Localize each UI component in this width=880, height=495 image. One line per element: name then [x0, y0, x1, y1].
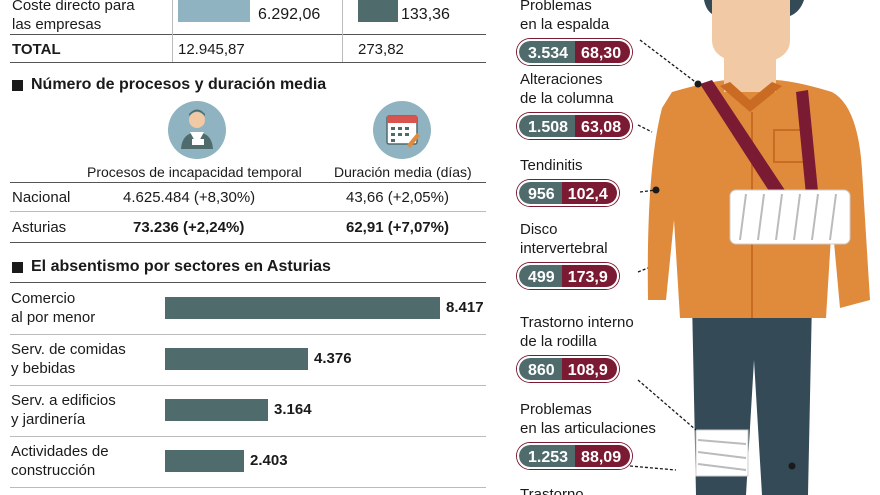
sector-label-line: construcción	[11, 462, 96, 479]
badge-days: 88,09	[575, 445, 631, 467]
cost-bar-1	[178, 0, 250, 22]
head	[712, 0, 790, 64]
diagram-label-line: Problemas	[520, 401, 592, 418]
sector-bar	[165, 297, 440, 319]
diagram-label-line: Trastorno interno	[520, 314, 634, 331]
sector-label-line: y bebidas	[11, 360, 76, 377]
badge-cases: 956	[519, 182, 562, 204]
sector-label-line: Actividades de	[11, 443, 109, 460]
diagram-label-line: en la espalda	[520, 16, 610, 33]
sector-row-rule	[10, 487, 486, 488]
diagram-label: Trastorno interno de la rodilla	[520, 313, 634, 351]
badge-days: 68,30	[575, 41, 631, 63]
procesos-row-rule	[10, 211, 486, 212]
duracion-col-header: Duración media (días)	[334, 164, 472, 180]
diagram-label: Problemas en la espalda	[520, 0, 609, 34]
sector-label-line: Serv. a edificios	[11, 392, 116, 409]
sector-label-line: Serv. de comidas	[11, 341, 126, 358]
cost-divider-1	[172, 0, 173, 62]
sector-label: Comercio al por menor	[11, 289, 95, 327]
sectores-title-rule	[10, 282, 486, 283]
diagram-badge: 499 173,9	[517, 263, 619, 289]
sector-row-rule	[10, 334, 486, 335]
sector-label: Serv. a edificios y jardinería	[11, 391, 116, 429]
asturias-procesos: 73.236 (+2,24%)	[133, 219, 245, 236]
diagram-label-line: en las articulaciones	[520, 420, 656, 437]
sector-label: Actividades de construcción	[11, 442, 109, 480]
badge-days: 173,9	[561, 265, 617, 287]
diagram-label: Problemas en las articulaciones	[520, 400, 656, 438]
sector-bar	[165, 450, 244, 472]
sector-bar	[165, 399, 268, 421]
diagram-label-line: Tendinitis	[520, 157, 583, 174]
cost-divider-2	[342, 0, 343, 62]
diagram-label-line: de la columna	[520, 90, 614, 107]
asturias-label: Asturias	[12, 219, 67, 236]
procesos-title: Número de procesos y duración media	[12, 76, 326, 94]
sectores-title: El absentismo por sectores en Asturias	[12, 258, 331, 276]
nacional-duracion: 43,66 (+2,05%)	[346, 189, 449, 206]
diagram-label-line: Problemas	[520, 0, 592, 14]
diagram-badge: 3.534 68,30	[517, 39, 633, 65]
diagram-label: Tendinitis	[520, 156, 583, 175]
diagram-label-line: intervertebral	[520, 240, 608, 257]
cost-bar-2	[358, 0, 398, 22]
nacional-procesos: 4.625.484 (+8,30%)	[123, 189, 256, 206]
sector-label-line: Comercio	[11, 290, 76, 307]
procesos-bottom-rule	[10, 242, 486, 243]
diagram-badge: 1.508 63,08	[517, 113, 633, 139]
diagram-label-line: de la rodilla	[520, 333, 597, 350]
total-label: TOTAL	[12, 41, 61, 58]
total-value-2: 273,82	[358, 41, 404, 58]
procesos-col-header: Procesos de incapacidad temporal	[87, 164, 302, 180]
diagram-badge: 1.253 88,09	[517, 443, 633, 469]
cost-rule	[10, 34, 486, 35]
cost-row-label: Coste directo para las empresas	[12, 0, 135, 33]
diagram-label: Alteraciones de la columna	[520, 70, 613, 108]
asturias-duracion: 62,91 (+7,07%)	[346, 219, 449, 236]
diagram-label-line: Alteraciones	[520, 71, 603, 88]
cost-value-1: 6.292,06	[258, 6, 321, 23]
sector-row-rule	[10, 385, 486, 386]
badge-cases: 499	[519, 265, 562, 287]
diagram-label: Disco intervertebral	[520, 220, 608, 258]
diagram-label-line: Disco	[520, 221, 558, 238]
sector-value: 2.403	[250, 452, 288, 469]
total-value-1: 12.945,87	[178, 41, 245, 58]
procesos-header-rule	[10, 182, 486, 183]
diagram-badge: 956 102,4	[517, 180, 619, 206]
section-square-icon	[12, 79, 23, 91]
badge-cases: 860	[519, 358, 562, 380]
badge-cases: 1.253	[519, 445, 576, 467]
cost-value-2: 133,36	[401, 6, 450, 23]
nacional-label: Nacional	[12, 189, 71, 206]
badge-cases: 1.508	[519, 115, 576, 137]
badge-days: 108,9	[561, 358, 617, 380]
section-square-icon	[12, 261, 23, 273]
sector-label: Serv. de comidas y bebidas	[11, 340, 126, 378]
sector-value: 4.376	[314, 350, 352, 367]
badge-days: 63,08	[575, 115, 631, 137]
body-figure	[629, 0, 870, 495]
badge-cases: 3.534	[519, 41, 576, 63]
diagram-label: Trastorno	[520, 485, 584, 495]
sector-value: 3.164	[274, 401, 312, 418]
sector-value: 8.417	[446, 299, 484, 316]
sector-bar-chart: Comercio al por menor 8.417 Serv. de comida…	[0, 285, 495, 495]
sector-label-line: al por menor	[11, 309, 96, 326]
sector-bar	[165, 348, 308, 370]
badge-days: 102,4	[561, 182, 617, 204]
total-rule	[10, 62, 486, 63]
calendar-icon	[373, 101, 431, 159]
worker-icon	[168, 101, 226, 159]
sector-row-rule	[10, 436, 486, 437]
diagram-badge: 860 108,9	[517, 356, 619, 382]
sector-label-line: y jardinería	[11, 411, 86, 428]
diagram-label-line: Trastorno	[520, 486, 584, 495]
